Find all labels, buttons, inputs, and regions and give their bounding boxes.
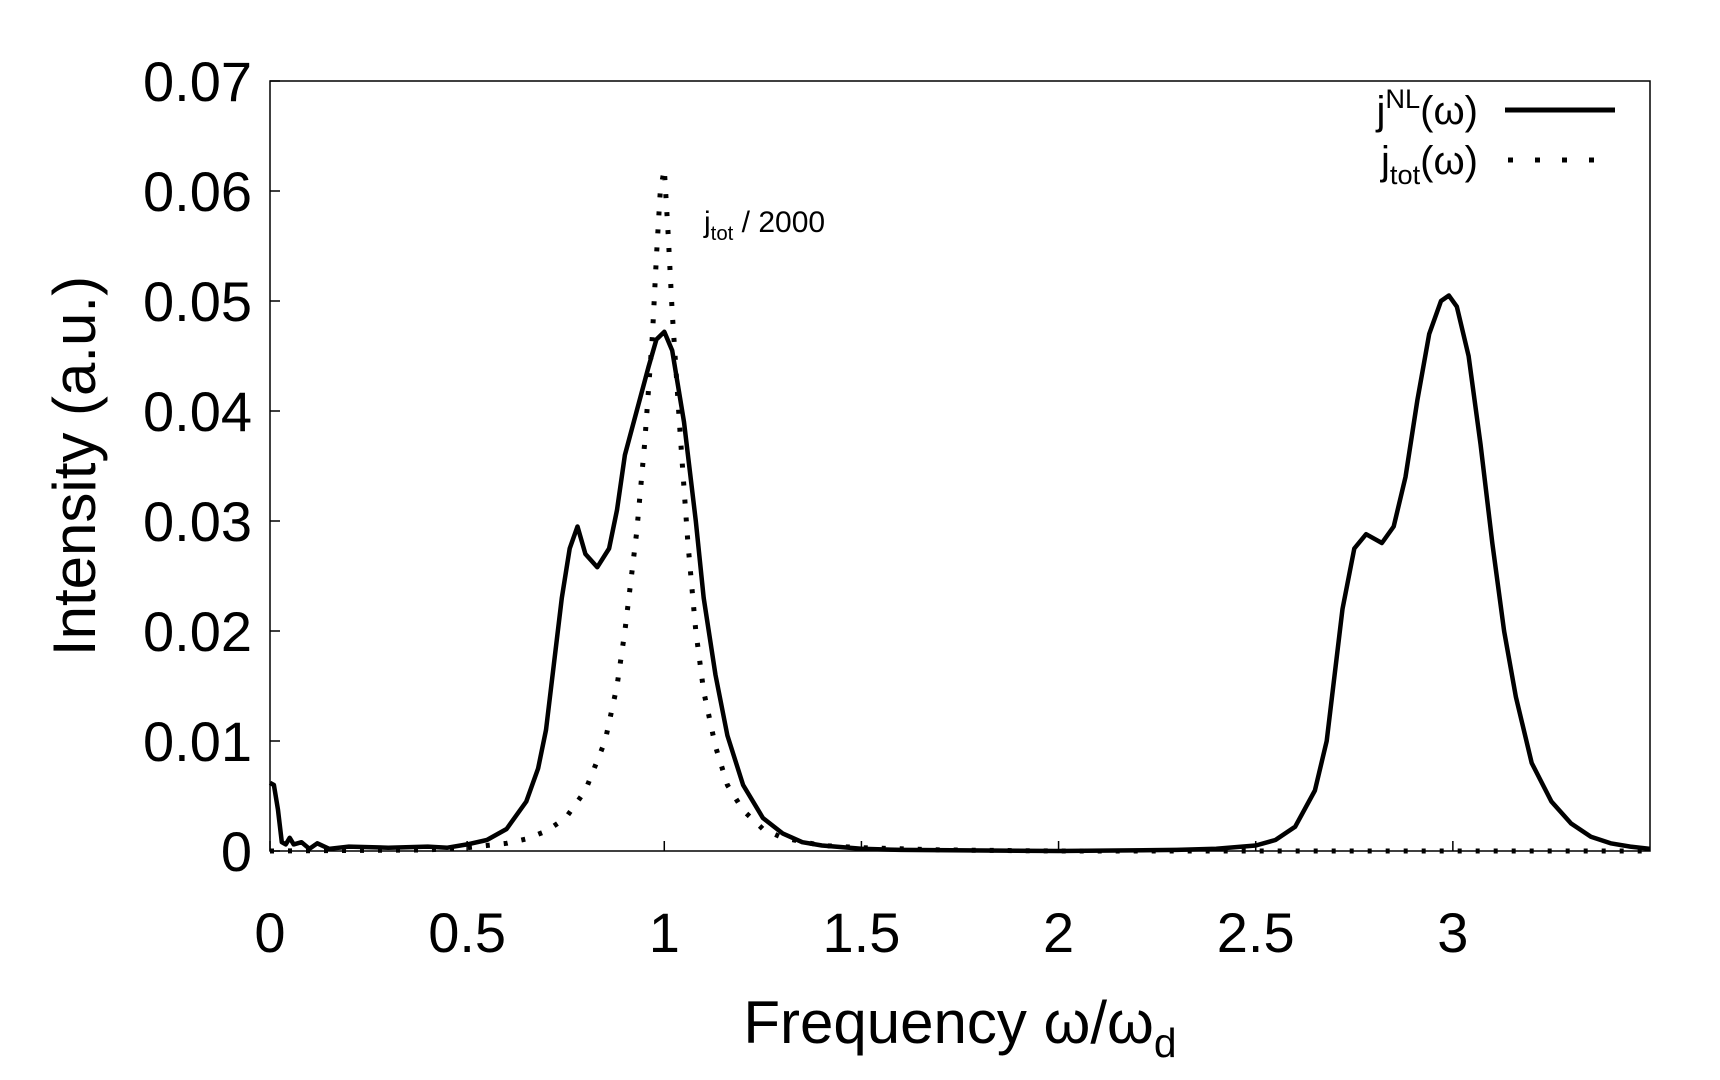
x-tick-label: 0.5 <box>428 901 506 964</box>
x-axis-ticks: 0 0.5 1 1.5 2 2.5 3 <box>254 841 1468 964</box>
legend-jtot-main: j <box>1380 139 1390 183</box>
y-tick-label: 0.06 <box>143 160 252 223</box>
x-axis-title-subscript: d <box>1154 1020 1177 1066</box>
legend-jnl-rest: (ω) <box>1420 89 1478 133</box>
peak-annotation-subscript: tot <box>711 223 734 245</box>
legend-jnl-superscript: NL <box>1385 83 1420 114</box>
y-tick-label: 0.02 <box>143 600 252 663</box>
y-tick-label: 0.03 <box>143 490 252 553</box>
plot-area-frame <box>269 80 1651 852</box>
x-axis-title: Frequency ω/ωd <box>743 989 1176 1066</box>
x-axis-title-main: Frequency ω/ω <box>743 989 1154 1056</box>
peak-annotation: jtot / 2000 <box>703 206 825 245</box>
legend-jnl-main: j <box>1375 89 1385 133</box>
y-tick-label: 0.05 <box>143 270 252 333</box>
y-axis-ticks: 0 0.01 0.02 0.03 0.04 0.05 0.06 0.07 <box>143 50 280 883</box>
x-tick-label: 0 <box>254 901 285 964</box>
legend: jNL(ω) jtot(ω) <box>1375 83 1615 190</box>
y-tick-label: 0 <box>221 820 252 883</box>
series-layer <box>268 166 1651 854</box>
peak-annotation-main: j <box>703 206 711 239</box>
y-axis-title: Intensity (a.u.) <box>41 276 108 656</box>
y-tick-label: 0.01 <box>143 710 252 773</box>
x-tick-label: 3 <box>1437 901 1468 964</box>
peak-annotation-rest: / 2000 <box>733 206 825 239</box>
legend-jtot-rest: (ω) <box>1420 139 1478 183</box>
x-tick-label: 2.5 <box>1217 901 1295 964</box>
x-tick-label: 1.5 <box>822 901 900 964</box>
x-tick-label: 1 <box>649 901 680 964</box>
legend-label-jtot: jtot(ω) <box>1380 139 1478 190</box>
series-jnl-line <box>268 293 1651 854</box>
series-jtot-line <box>269 166 1650 854</box>
x-tick-label: 2 <box>1043 901 1074 964</box>
y-tick-label: 0.07 <box>143 50 252 113</box>
y-tick-label: 0.04 <box>143 380 252 443</box>
legend-label-jnl: jNL(ω) <box>1375 83 1478 133</box>
legend-jtot-subscript: tot <box>1390 159 1421 190</box>
